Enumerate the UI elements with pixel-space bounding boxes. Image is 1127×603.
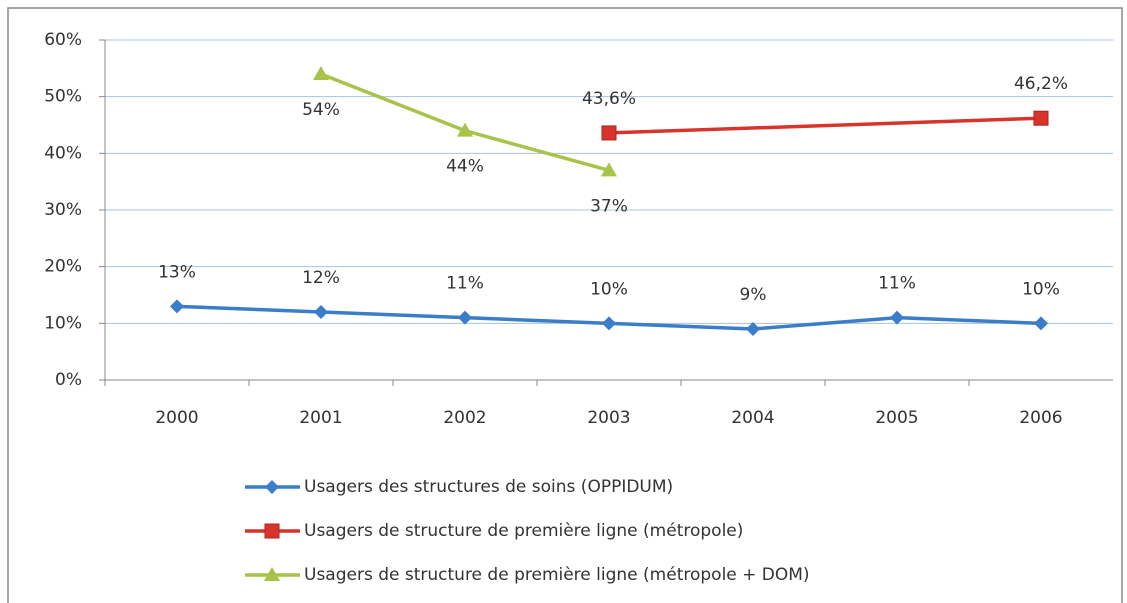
y-tick-label: 20% [44, 257, 82, 277]
data-label: 12% [302, 268, 340, 288]
marker [746, 322, 760, 336]
marker [458, 310, 472, 325]
data-label: 11% [446, 274, 484, 294]
data-label: 54% [302, 100, 340, 120]
data-label: 44% [446, 157, 484, 177]
series-line [608, 116, 1042, 135]
data-label: 11% [878, 274, 916, 294]
y-tick-label: 10% [44, 313, 82, 333]
marker [601, 125, 617, 141]
marker [264, 567, 280, 581]
y-tick-label: 50% [44, 87, 82, 107]
y-tick-label: 30% [44, 200, 82, 220]
y-tick-label: 0% [55, 370, 82, 390]
legend-label: Usagers des structures de soins (OPPIDUM… [304, 477, 673, 497]
marker [602, 316, 616, 331]
marker [457, 122, 473, 137]
y-tick-label: 40% [44, 143, 82, 163]
x-tick-label: 2002 [443, 408, 486, 428]
data-label: 13% [158, 262, 196, 282]
marker [264, 523, 280, 539]
marker [890, 310, 904, 325]
data-label: 10% [590, 279, 628, 299]
data-label: 37% [590, 196, 628, 216]
y-tick-label: 60% [44, 30, 82, 50]
marker [313, 66, 329, 80]
legend-label: Usagers de structure de première ligne (… [304, 521, 743, 541]
x-tick-label: 2004 [731, 408, 774, 428]
marker [170, 299, 184, 314]
x-tick-label: 2001 [299, 408, 342, 428]
marker [1033, 110, 1049, 126]
data-label: 9% [740, 285, 767, 305]
marker [314, 305, 328, 319]
data-label: 43,6% [582, 89, 636, 109]
data-label: 46,2% [1014, 74, 1068, 94]
marker [1034, 316, 1048, 331]
marker [265, 480, 279, 494]
x-tick-label: 2006 [1019, 408, 1062, 428]
marker [601, 162, 617, 177]
x-tick-label: 2000 [155, 408, 198, 428]
x-tick-label: 2005 [875, 408, 918, 428]
x-tick-label: 2003 [587, 408, 630, 428]
legend-label: Usagers de structure de première ligne (… [304, 565, 810, 585]
data-label: 10% [1022, 279, 1060, 299]
chart-border [7, 7, 1123, 603]
